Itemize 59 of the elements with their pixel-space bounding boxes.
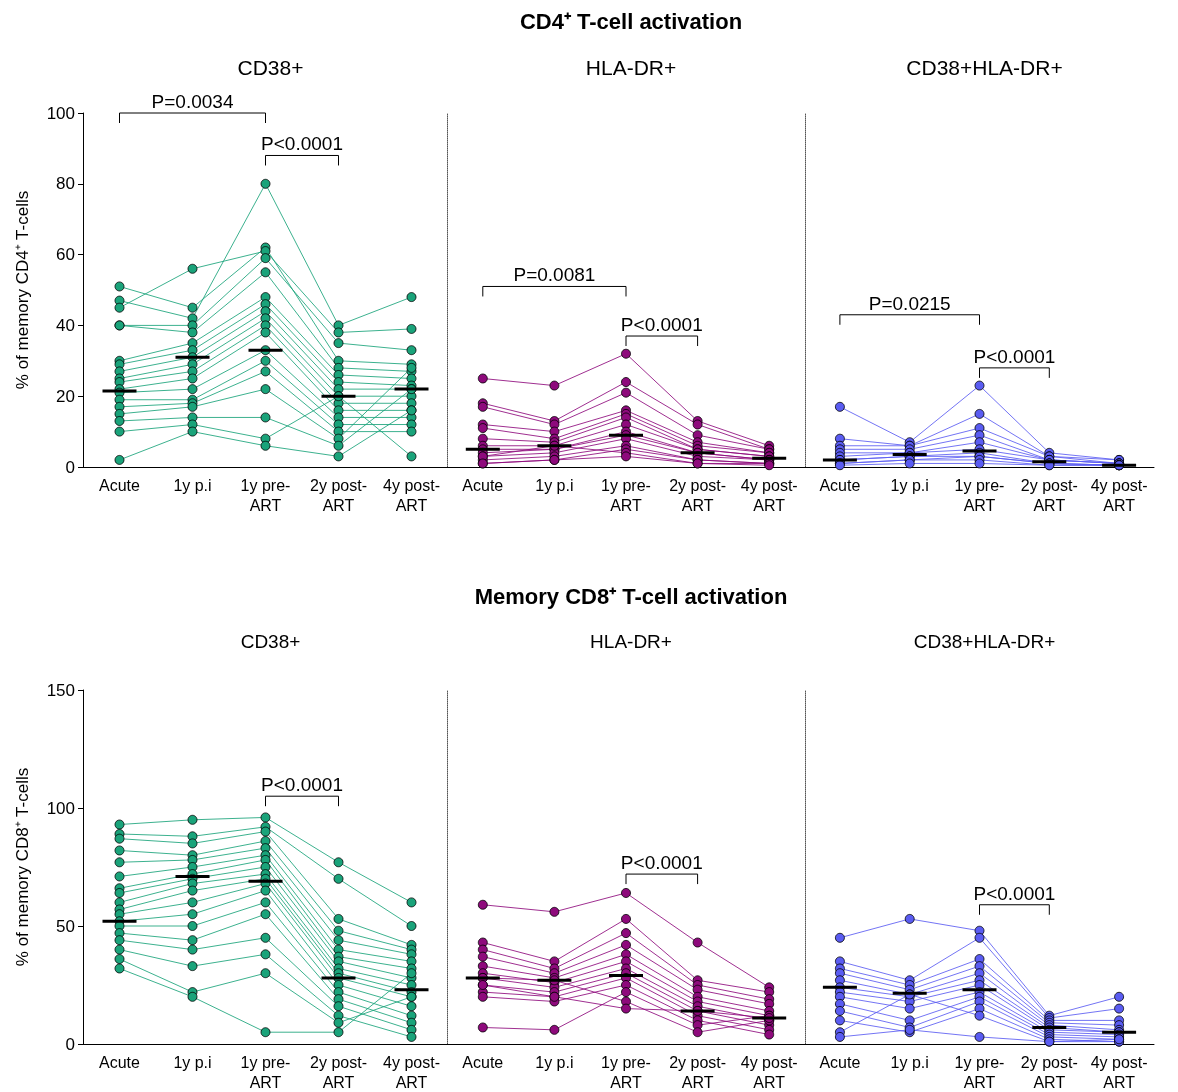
x-tick-label: 4y post-ART (383, 476, 440, 514)
annotation: P<0.0001 (973, 345, 1056, 367)
annotation: P<0.0001 (620, 852, 703, 874)
x-tick-label: 1y pre-ART (954, 1053, 1005, 1091)
y-tick-label: 0 (65, 457, 75, 477)
annotation: P<0.0001 (261, 133, 343, 155)
x-tick-label: 1y pre-ART (954, 476, 1005, 514)
chart-title: Memory CD8⁺ T-cell activation (474, 583, 788, 609)
x-tick-label: 1y pre-ART (240, 1053, 291, 1091)
chart-subtitle: CD38+HLA-DR+ (906, 56, 1063, 79)
x-tick-label: 4y post-ART (1090, 1053, 1148, 1091)
y-tick-label: 100 (46, 103, 75, 123)
y-axis-title: % of memory CD4⁺ T-cells (13, 190, 32, 390)
x-tick-label: Acute (819, 476, 861, 494)
x-tick-label: Acute (462, 1053, 504, 1071)
y-tick-label: 60 (56, 245, 75, 265)
annotation: P=0.0215 (868, 292, 951, 314)
annotation: P=0.0081 (513, 264, 596, 286)
chart-subtitle: HLA-DR+ (590, 631, 672, 652)
text: P=0.0034 (151, 91, 234, 112)
x-tick-label: 2y post-ART (1020, 1053, 1078, 1091)
x-tick-label: 1y pre-ART (240, 476, 291, 514)
y-tick-label: 150 (46, 680, 75, 700)
x-tick-label: 1y p.i (890, 476, 929, 494)
y-tick-label: 20 (56, 386, 75, 406)
x-tick-label: Acute (99, 476, 141, 494)
x-tick-label: 1y p.i (535, 476, 574, 494)
x-tick-label: 4y post-ART (383, 1053, 440, 1091)
x-tick-label: 2y post-ART (310, 1053, 367, 1091)
x-tick-label: 1y p.i (173, 1053, 212, 1071)
x-tick-label: Acute (99, 1053, 141, 1071)
x-tick-label: 1y p.i (890, 1053, 929, 1071)
x-tick-label: 1y pre-ART (601, 1053, 651, 1091)
chart-subtitle: HLA-DR+ (585, 56, 677, 79)
x-tick-label: 4y post-ART (1090, 476, 1148, 514)
y-tick-label: 50 (56, 916, 75, 936)
x-tick-label: 4y post-ART (740, 476, 798, 514)
y-tick-label: 100 (46, 798, 75, 818)
annotation: P<0.0001 (261, 774, 343, 796)
chart-subtitle: CD38+HLA-DR+ (913, 631, 1056, 652)
x-tick-label: 2y post-ART (669, 1053, 727, 1091)
y-tick-label: 0 (65, 1034, 75, 1054)
y-tick-label: 40 (56, 315, 75, 335)
y-axis-title: % of memory CD8⁺ T-cells (13, 767, 32, 967)
x-tick-label: Acute (819, 1053, 861, 1071)
x-tick-label: 1y p.i (173, 476, 212, 494)
x-tick-label: 1y pre-ART (601, 476, 651, 514)
chart-subtitle: CD38+ (237, 56, 304, 79)
chart-subtitle: CD38+ (240, 631, 301, 652)
x-tick-label: 2y post-ART (669, 476, 727, 514)
x-tick-label: 2y post-ART (310, 476, 367, 514)
x-tick-label: Acute (462, 476, 504, 494)
chart-title: CD4⁺ T-cell activation (519, 8, 743, 34)
x-tick-label: 2y post-ART (1020, 476, 1078, 514)
y-tick-label: 80 (56, 174, 75, 194)
x-tick-label: 4y post-ART (740, 1053, 798, 1091)
x-tick-label: 1y p.i (535, 1053, 574, 1071)
annotation: P<0.0001 (620, 314, 703, 336)
annotation: P<0.0001 (973, 882, 1056, 904)
